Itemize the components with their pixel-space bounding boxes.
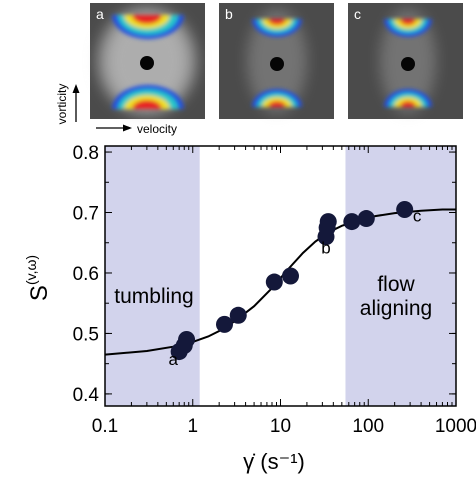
x-tick-label: 10	[270, 416, 291, 437]
y-axis-label-text: S(v,ω)	[23, 255, 53, 301]
beam-stop	[401, 57, 415, 71]
lobe-bottom	[384, 89, 432, 107]
x-tick-label: 1	[187, 416, 198, 437]
fit-curve	[104, 208, 456, 356]
x-tick-label: 1000	[435, 416, 476, 437]
data-point	[396, 200, 414, 218]
y-tick-label: 0.6	[73, 264, 99, 285]
region-label-line-2: aligning	[360, 297, 432, 320]
chart: a b c 0.1 1 10 100 1000 0.4 0.5 0.6 0.7 0.8 tumbli…	[23, 143, 476, 474]
data-point	[178, 330, 196, 348]
panel-label: a	[96, 6, 104, 22]
vorticity-arrow	[72, 84, 80, 122]
panel-c: c	[348, 3, 463, 119]
y-tick-label: 0.8	[73, 143, 99, 164]
lobe-bottom	[252, 89, 302, 107]
y-tick-label: 0.4	[73, 385, 100, 406]
velocity-label: velocity	[137, 122, 177, 136]
region-label-line-1: flow	[377, 273, 415, 296]
y-tick-label: 0.5	[73, 324, 99, 345]
lobe-top	[112, 15, 184, 39]
region-label-flow-aligning: flow aligning	[360, 273, 432, 320]
x-axis-label: γ̇ (s⁻¹)	[243, 449, 305, 474]
shaded-region	[105, 146, 200, 406]
x-tick-label: 100	[352, 416, 384, 437]
tick-marks	[104, 146, 457, 406]
data-point	[265, 273, 283, 291]
data-point	[215, 315, 233, 333]
lobe-top	[252, 19, 302, 37]
data-point	[319, 213, 337, 231]
image-panels: a b	[55, 3, 463, 136]
plot-frame	[104, 145, 457, 407]
data-point	[343, 213, 361, 231]
velocity-arrow	[96, 124, 132, 132]
x-tick-labels: 0.1 1 10 100 1000	[92, 416, 476, 437]
beam-stop	[270, 57, 284, 71]
point-annotation: b	[321, 239, 330, 258]
data-point	[281, 267, 299, 285]
x-tick-label: 0.1	[92, 416, 118, 437]
y-tick-label: 0.7	[73, 204, 99, 225]
beam-stop	[140, 56, 154, 70]
y-axis-label: S(v,ω)	[23, 255, 53, 301]
shaded-regions	[105, 146, 456, 406]
data-point	[357, 210, 375, 228]
panel-b: b	[219, 3, 334, 119]
panel-label: b	[225, 6, 233, 22]
point-annotation: a	[169, 350, 179, 369]
region-label: tumbling	[114, 285, 193, 308]
shaded-region	[345, 146, 456, 406]
lobe-top	[384, 19, 432, 37]
region-label-tumbling: tumbling	[114, 285, 193, 308]
data-points	[170, 200, 414, 361]
lobe-bottom	[112, 85, 184, 109]
point-annotation: c	[413, 207, 422, 226]
data-point	[229, 306, 247, 324]
y-tick-labels: 0.4 0.5 0.6 0.7 0.8	[73, 143, 100, 406]
annotations: a b c	[169, 207, 422, 369]
panel-label: c	[354, 6, 361, 22]
vorticity-label: vorticity	[55, 84, 69, 125]
panel-a: a	[90, 3, 205, 119]
